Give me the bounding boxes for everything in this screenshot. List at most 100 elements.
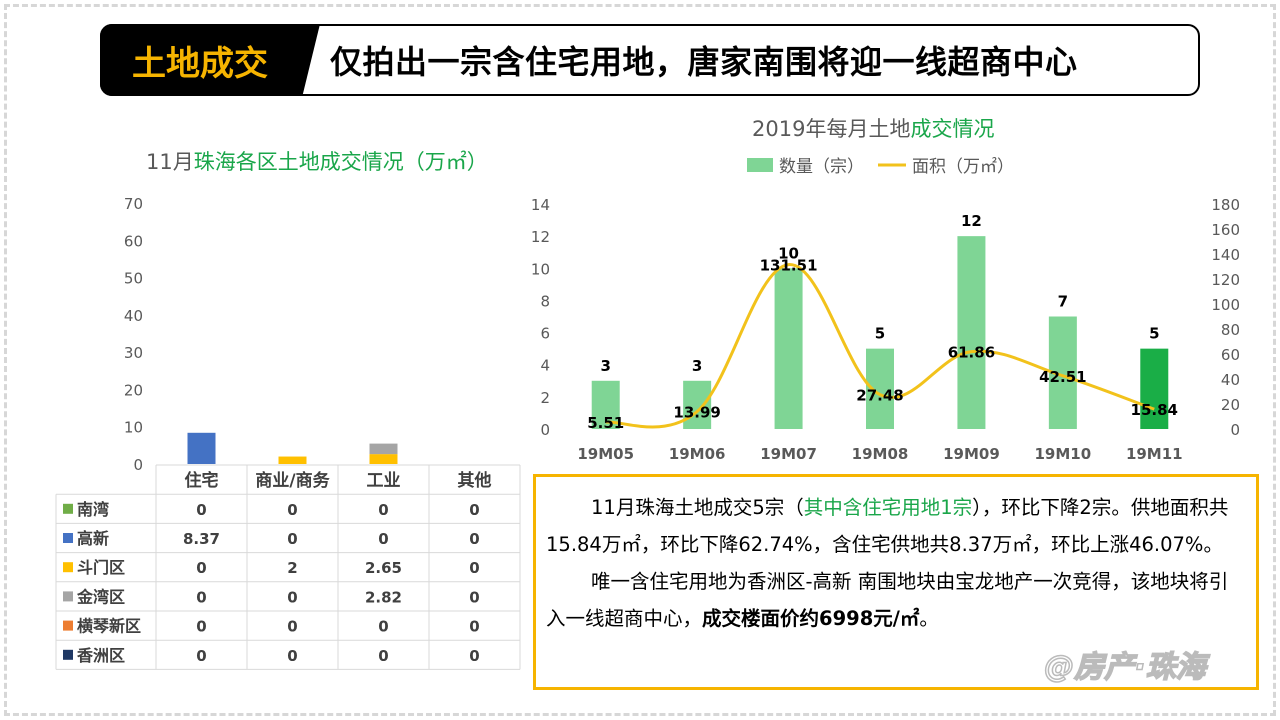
right-y-right-tick-label: 60 [1221,346,1240,364]
line-data-label: 27.48 [856,387,903,405]
bar-data-label: 10 [778,244,799,262]
table-cell-value: 2 [287,559,297,577]
legend-bar-label: 数量（宗） [779,157,864,177]
table-cell-value: 0 [196,618,206,636]
left-y-tick-label: 40 [124,307,143,325]
right-y-right-tick-label: 20 [1221,396,1240,414]
left-y-tick-label: 60 [124,232,143,250]
legend-key-横琴新区 [63,620,73,631]
table-cell-value: 0 [378,618,388,636]
month-bar [957,236,986,429]
table-cell-value: 0 [469,559,479,577]
title-banner: 土地成交 仅拍出一宗含住宅用地，唐家南围将迎一线超商中心 [100,24,1200,96]
right-y-left-tick-label: 12 [531,228,550,246]
right-chart: 数量（宗） 面积（万㎡）02468101214020406080100120140… [531,157,1240,463]
table-column-header: 住宅 [185,470,219,491]
left-bar-segment [278,456,307,464]
area-series-line [605,263,1155,429]
month-bar [683,380,712,429]
x-category-label: 19M07 [760,445,817,463]
line-data-label: 5.51 [587,414,624,432]
table-row-label: 斗门区 [77,558,125,577]
table-cell-value: 0 [287,647,297,665]
table-cell-value: 0 [196,559,206,577]
right-chart-title-highlight: 成交情况 [910,117,995,141]
table-cell-value: 0 [287,530,297,548]
summary-box: 11月珠海土地成交5宗（其中含住宅用地1宗），环比下降2宗。供地面积共15.84… [533,474,1259,690]
table-cell-value: 0 [469,647,479,665]
table-cell-value: 0 [287,588,297,606]
line-data-label: 42.51 [1039,368,1086,386]
left-bar-segment [369,443,398,455]
line-data-label: 131.51 [760,257,818,275]
right-y-right-tick-label: 120 [1211,271,1240,289]
table-row-label: 高新 [77,529,109,548]
line-data-label: 13.99 [673,404,720,422]
table-cell-value: 0 [378,501,388,519]
bar-data-label: 12 [961,212,982,230]
month-bar [774,268,803,429]
headline: 仅拍出一宗含住宅用地，唐家南围将迎一线超商中心 [330,43,1078,81]
table-cell-value: 0 [469,501,479,519]
x-category-label: 19M09 [943,445,1000,463]
right-y-right-tick-label: 100 [1211,296,1240,314]
legend-key-香洲区 [63,649,73,660]
table-row-label: 横琴新区 [77,617,141,636]
right-y-right-tick-label: 180 [1211,196,1240,214]
legend-line-label: 面积（万㎡） [912,157,1014,177]
right-y-left-tick-label: 6 [540,325,550,343]
table-cell-value: 0 [469,618,479,636]
table-cell-value: 8.37 [183,530,220,548]
left-chart-title-prefix: 11月 [146,150,194,174]
left-y-tick-label: 30 [124,344,143,362]
right-chart-title-prefix: 2019年每月土地 [752,117,911,141]
bar-data-label: 5 [1149,325,1159,343]
legend-key-南湾 [63,503,73,514]
left-y-tick-label: 0 [133,456,143,474]
left-y-tick-label: 70 [124,195,143,213]
right-y-right-tick-label: 80 [1221,321,1240,339]
summary-p2-c: 。 [919,607,939,630]
table-cell-value: 0 [469,530,479,548]
left-y-tick-label: 10 [124,419,143,437]
x-category-label: 19M06 [669,445,726,463]
left-chart-title: 11月珠海各区土地成交情况（万㎡） [146,146,488,176]
right-y-left-tick-label: 0 [540,421,550,439]
right-y-left-tick-label: 4 [540,357,550,375]
right-y-left-tick-label: 8 [540,292,550,310]
table-cell-value: 0 [378,530,388,548]
bar-data-label: 5 [875,325,885,343]
table-cell-value: 0 [196,647,206,665]
left-y-tick-label: 50 [124,270,143,288]
table-column-header: 商业/商务 [255,470,330,491]
summary-p2-a: 唯一含住宅用地为香洲区-高新 南围地块由宝龙地产一次竞得，该地块将引入一线超商中… [546,570,1229,630]
table-cell-value: 0 [196,588,206,606]
right-y-left-tick-label: 2 [540,389,550,407]
left-y-tick-label: 20 [124,381,143,399]
x-category-label: 19M11 [1126,445,1183,463]
table-cell-value: 0 [469,588,479,606]
table-cell-value: 0 [196,501,206,519]
table-column-header: 其他 [458,470,492,491]
table-cell-value: 0 [287,618,297,636]
summary-p1-c: ），环比下降2宗。供地面积共15.84万㎡，环比下降62.74%，含住宅供地共8… [546,496,1229,556]
table-row-label: 南湾 [77,500,109,519]
summary-paragraph-2: 唯一含住宅用地为香洲区-高新 南围地块由宝龙地产一次竞得，该地块将引入一线超商中… [546,563,1246,637]
x-category-label: 19M05 [577,445,634,463]
summary-p1-highlight: 其中含住宅用地1宗 [803,496,973,519]
right-y-right-tick-label: 160 [1211,221,1240,239]
right-y-left-tick-label: 14 [531,196,550,214]
bar-data-label: 3 [600,357,610,375]
table-cell-value: 2.65 [365,559,402,577]
right-y-left-tick-label: 10 [531,260,550,278]
table-cell-value: 2.82 [365,588,402,606]
left-bar-segment [369,454,398,464]
legend-key-斗门区 [63,562,73,573]
bar-data-label: 7 [1058,293,1068,311]
right-y-right-tick-label: 140 [1211,246,1240,264]
line-data-label: 15.84 [1131,401,1178,419]
slide-frame [4,4,1276,716]
table-cell-value: 0 [287,501,297,519]
x-category-label: 19M10 [1035,445,1092,463]
table-row-label: 香洲区 [76,646,125,665]
